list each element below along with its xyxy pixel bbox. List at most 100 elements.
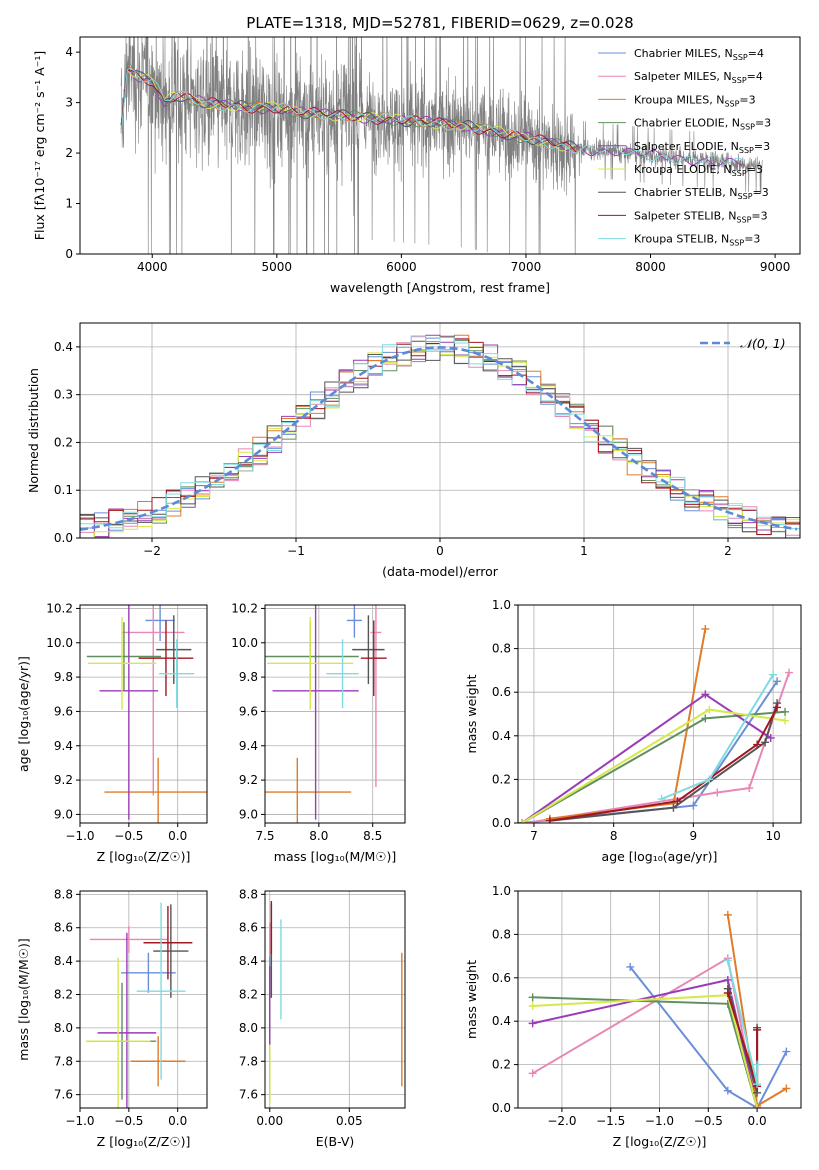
y-tick-label: 7.6 [239, 1088, 258, 1102]
weight-marker [689, 801, 698, 810]
legend-label-0: Chabrier MILES, NSSP=4 [634, 47, 764, 62]
panel-weight_vs_age: 7 8 9 10 0.0 0.2 0.4 0.6 0.8 1.0 age [log₁₀(age/yr… [464, 598, 802, 864]
x-tick-label: 0.0 [168, 1114, 187, 1128]
panel-age_vs_mass: 7.5 8.0 8.5 9.0 9.2 9.4 9.6 9.8 10.0 10.2 mass [lo… [231, 601, 406, 864]
x-axis-label: Z [log₁₀(Z/Z☉)] [97, 849, 191, 864]
x-tick-label: 8.0 [309, 829, 328, 843]
weight-marker [766, 733, 775, 742]
weight-marker [781, 716, 790, 725]
x-tick-label: 9 [690, 829, 698, 843]
y-tick-label: 9.8 [54, 670, 73, 684]
errorbar-point-4 [99, 605, 159, 820]
y-tick-label: 8.2 [239, 987, 258, 1001]
legend-nssp: =3 [747, 163, 763, 176]
x-tick-label: 6000 [386, 260, 417, 274]
x-tick-label: −1 [287, 544, 305, 558]
y-tick-label: 0.0 [54, 531, 73, 545]
y-tick-label: 10.0 [231, 636, 258, 650]
plot-area-weight_vs_age [518, 624, 794, 823]
legend-subscript: SSP [740, 123, 755, 132]
legend-subscript: SSP [736, 215, 751, 224]
y-tick-label: 7.8 [239, 1054, 258, 1068]
errorbar-point-7 [360, 620, 387, 696]
errorbar-point-5 [87, 617, 157, 710]
x-tick-label: −2 [143, 544, 161, 558]
legend-nssp: =3 [753, 186, 769, 199]
weight-marker [753, 1060, 762, 1069]
weight-series-6 [549, 702, 779, 822]
x-axis-label: wavelength [Angstrom, rest frame] [330, 280, 550, 295]
y-tick-label: 9.0 [54, 807, 73, 821]
legend-subscript: SSP [733, 53, 748, 62]
plot-area-residual_hist [80, 334, 800, 538]
y-tick-label: 7.6 [54, 1088, 73, 1102]
model-spectrum-5 [120, 69, 578, 152]
legend-nssp: =4 [748, 47, 764, 60]
x-tick-label: 7.5 [255, 829, 274, 843]
x-axis-label: (data-model)/error [382, 564, 499, 579]
x-tick-label: −1.0 [65, 1114, 94, 1128]
x-tick-label: −0.5 [694, 1114, 723, 1128]
panel-weight_vs_Z: −2.0 −1.5 −1.0 −0.5 0.0 0.0 0.2 0.4 0.6 0.8 1.0 Z [… [464, 884, 802, 1149]
y-tick-label: 1.0 [492, 598, 511, 612]
errorbar-point-0 [346, 605, 362, 638]
plot-area-age_vs_mass [265, 605, 387, 823]
legend-label-3: Chabrier ELODIE, NSSP=3 [634, 117, 771, 132]
errorbar-point-2 [130, 1036, 186, 1087]
weight-marker [723, 988, 732, 997]
errorbar-point-1 [89, 926, 168, 953]
y-tick-label: 10.0 [46, 636, 73, 650]
weight-marker [626, 962, 635, 971]
axes-frame [517, 604, 802, 824]
y-tick-label: 0.6 [492, 685, 511, 699]
legend-nssp: =3 [739, 93, 755, 106]
errorbar-point-6 [156, 615, 192, 684]
legend-label-8: Kroupa STELIB, NSSP=3 [634, 233, 760, 248]
legend-label-2: Kroupa MILES, NSSP=3 [634, 93, 756, 108]
legend-subscript: SSP [729, 239, 744, 248]
axes-frame [79, 604, 208, 824]
legend-label-5: Kroupa ELODIE, NSSP=3 [634, 163, 763, 178]
x-tick-label: 10 [765, 829, 780, 843]
weight-marker [723, 910, 732, 919]
legend-nssp: =3 [754, 140, 770, 153]
model-spectrum-6 [120, 67, 578, 147]
weight-marker [773, 677, 782, 686]
y-tick-label: 0.8 [492, 927, 511, 941]
weight-marker [528, 1019, 537, 1028]
errorbar-point-5 [85, 957, 151, 1108]
y-tick-label: 8.0 [54, 1021, 73, 1035]
x-tick-label: −1.0 [65, 829, 94, 843]
weight-marker [701, 714, 710, 723]
y-tick-label: 0.0 [492, 1101, 511, 1115]
x-tick-label: 1 [580, 544, 588, 558]
y-tick-label: 4 [65, 45, 73, 59]
weight-marker [705, 705, 714, 714]
errorbar-point-2 [104, 757, 207, 823]
weight-marker [782, 1047, 791, 1056]
x-axis-label: Z [log₁₀(Z/Z☉)] [97, 1134, 191, 1149]
plot-area-weight_vs_Z [528, 910, 791, 1108]
y-tick-label: 1.0 [492, 884, 511, 898]
weight-marker [701, 624, 710, 633]
weight-marker [785, 668, 794, 677]
y-axis-label: mass [log₁₀(M/M☉)] [16, 938, 31, 1060]
model-spectrum-4 [120, 65, 744, 167]
y-tick-label: 9.0 [239, 807, 258, 821]
x-tick-label: −0.5 [114, 1114, 143, 1128]
errorbar-point-3 [86, 622, 162, 691]
weight-series-1 [525, 672, 790, 823]
y-tick-label: 1 [65, 197, 73, 211]
panel-age_vs_Z: −1.0 −0.5 0.0 9.0 9.2 9.4 9.6 9.8 10.0 10.2 Z [log… [16, 601, 208, 864]
weight-marker [713, 788, 722, 797]
legends: Chabrier MILES, NSSP=4 Salpeter MILES, NS… [598, 47, 786, 351]
legend-label-6: Chabrier STELIB, NSSP=3 [634, 186, 769, 201]
axes-frame [79, 890, 208, 1109]
y-tick-label: 8.8 [239, 887, 258, 901]
x-tick-label: 2 [724, 544, 732, 558]
weight-marker [657, 795, 666, 804]
axes-frame [264, 890, 406, 1109]
panel-mass_vs_ebv: 0.00 0.05 7.6 7.8 8.0 8.2 8.4 8.6 8.8 E(B-V) [239, 887, 406, 1149]
legend-label-1: Salpeter MILES, NSSP=4 [634, 70, 763, 85]
x-axis-label: Z [log₁₀(Z/Z☉)] [613, 1134, 707, 1149]
